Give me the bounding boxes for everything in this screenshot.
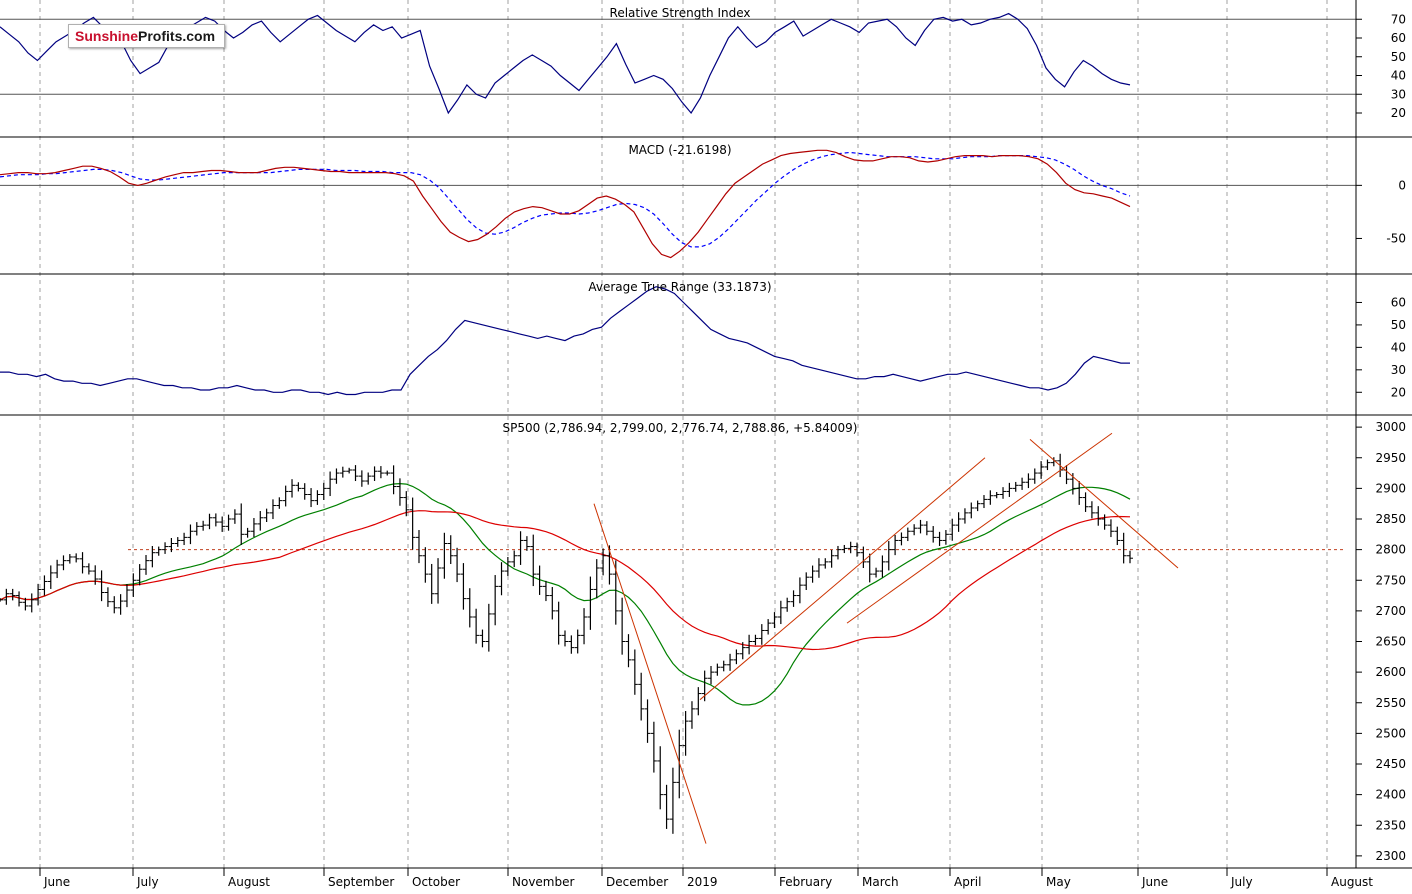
month-label: February xyxy=(779,875,832,889)
trendline xyxy=(846,432,1113,624)
month-label: September xyxy=(328,875,394,889)
y-tick-label: 2900 xyxy=(1375,481,1406,495)
y-tick-label: 60 xyxy=(1391,31,1406,45)
y-tick-label: 3000 xyxy=(1375,420,1406,434)
month-label: June xyxy=(43,875,70,889)
y-tick-label: 2500 xyxy=(1375,726,1406,740)
y-tick-label: 2800 xyxy=(1375,543,1406,557)
y-tick-label: 2300 xyxy=(1375,849,1406,863)
y-tick-label: 2950 xyxy=(1375,451,1406,465)
panel-title: SP500 (2,786.94, 2,799.00, 2,776.74, 2,7… xyxy=(503,421,858,435)
month-label: July xyxy=(136,875,159,889)
y-tick-label: 50 xyxy=(1391,318,1406,332)
moving-average-50 xyxy=(0,482,1131,706)
y-tick-label: 2450 xyxy=(1375,757,1406,771)
grid-layer xyxy=(0,0,1356,868)
y-tick-label: 2850 xyxy=(1375,512,1406,526)
month-label: August xyxy=(228,875,270,889)
logo-part-2: Profits.com xyxy=(138,28,216,44)
panel-title: Average True Range (33.1873) xyxy=(588,280,771,294)
macd-line xyxy=(0,149,1131,259)
y-tick-label: 2750 xyxy=(1375,573,1406,587)
y-tick-label: -50 xyxy=(1386,231,1406,245)
month-label: July xyxy=(1230,875,1253,889)
y-tick-label: 20 xyxy=(1391,385,1406,399)
logo-part-1: Sunshine xyxy=(75,28,139,44)
y-tick-label: 2700 xyxy=(1375,604,1406,618)
month-label: June xyxy=(1141,875,1168,889)
sunshine-profits-logo: SunshineProfits.com xyxy=(68,24,226,48)
month-label: April xyxy=(954,875,981,889)
atr-line xyxy=(0,286,1130,396)
month-label: March xyxy=(862,875,899,889)
moving-average-200 xyxy=(0,510,1131,651)
y-tick-label: 40 xyxy=(1391,69,1406,83)
y-tick-label: 30 xyxy=(1391,87,1406,101)
y-tick-label: 60 xyxy=(1391,295,1406,309)
y-tick-label: 2600 xyxy=(1375,665,1406,679)
text-layer: June July August September October November De… xyxy=(43,6,1406,889)
month-label: May xyxy=(1046,875,1071,889)
y-tick-label: 50 xyxy=(1391,50,1406,64)
y-tick-label: 2350 xyxy=(1375,818,1406,832)
y-tick-label: 2650 xyxy=(1375,635,1406,649)
trendline xyxy=(593,503,707,844)
month-label: August xyxy=(1331,875,1373,889)
y-tick-label: 0 xyxy=(1398,178,1406,192)
trendline xyxy=(1029,438,1179,569)
trendline xyxy=(699,457,986,701)
month-label: December xyxy=(606,875,668,889)
macd-signal-line xyxy=(0,151,1131,248)
y-tick-label: 30 xyxy=(1391,363,1406,377)
month-label: October xyxy=(412,875,460,889)
y-tick-label: 20 xyxy=(1391,106,1406,120)
panel-title: Relative Strength Index xyxy=(610,6,751,20)
month-label: 2019 xyxy=(687,875,718,889)
y-tick-label: 70 xyxy=(1391,12,1406,26)
frame-layer xyxy=(0,0,1412,876)
month-label: November xyxy=(512,875,574,889)
y-tick-label: 40 xyxy=(1391,340,1406,354)
y-tick-label: 2400 xyxy=(1375,788,1406,802)
panel-title: MACD (-21.6198) xyxy=(628,143,731,157)
y-tick-label: 2550 xyxy=(1375,696,1406,710)
